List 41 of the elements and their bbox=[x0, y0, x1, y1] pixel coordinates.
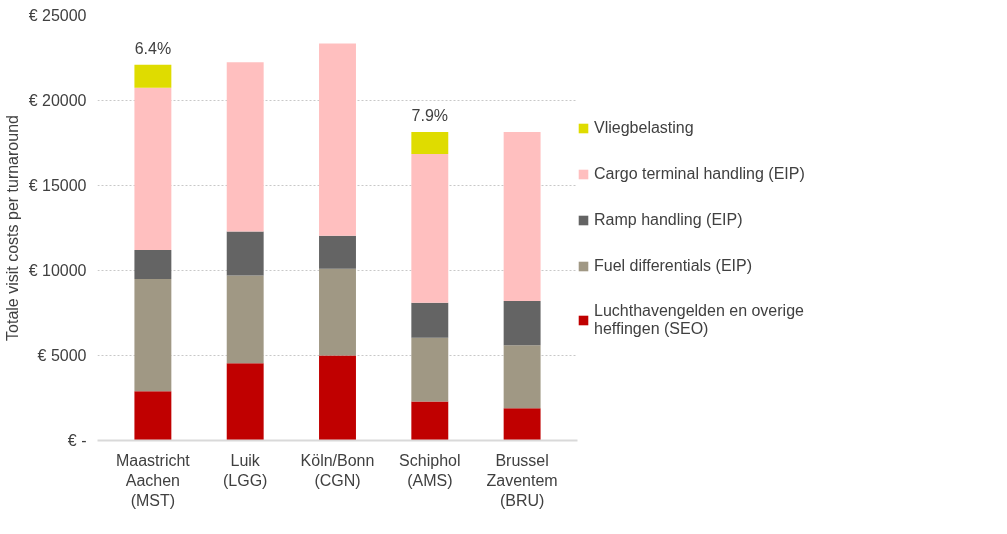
bar bbox=[226, 363, 264, 441]
bar bbox=[134, 64, 172, 88]
bar bbox=[226, 231, 264, 276]
bar bbox=[134, 87, 172, 251]
bar bbox=[503, 345, 541, 409]
bar bbox=[503, 408, 541, 441]
y-tick-label: € 20000 bbox=[28, 92, 87, 109]
bar bbox=[226, 275, 264, 364]
x-tick-label: Schiphol (AMS) bbox=[399, 451, 461, 489]
bar bbox=[134, 391, 172, 441]
bar bbox=[134, 250, 172, 279]
x-tick-label: Brussel Zaventem (BRU) bbox=[486, 451, 558, 510]
y-tick-label: € 10000 bbox=[28, 262, 87, 279]
bar bbox=[319, 268, 356, 356]
x-tick-label: Köln/Bonn (CGN) bbox=[300, 451, 375, 489]
bar bbox=[503, 301, 541, 346]
bar bbox=[411, 337, 449, 402]
x-tick-label: Maastricht Aachen (MST) bbox=[115, 451, 191, 510]
legend-label: Fuel differentials (EIP) bbox=[594, 255, 752, 276]
legend-label: Cargo terminal handling (EIP) bbox=[594, 163, 805, 184]
legend-label: Vliegbelasting bbox=[594, 117, 694, 138]
y-axis-title: Totale visit costs per turnaround bbox=[3, 115, 21, 341]
legend-label: Ramp handling (EIP) bbox=[594, 209, 743, 230]
bar bbox=[411, 131, 449, 155]
bar bbox=[226, 62, 264, 232]
legend-label: Luchthavengelden en overige heffingen (SEO) bbox=[594, 301, 804, 338]
bar bbox=[411, 154, 449, 303]
y-tick-label: € 25000 bbox=[28, 7, 87, 24]
bar bbox=[319, 355, 356, 441]
y-tick-label: € - bbox=[67, 432, 87, 449]
bar bbox=[319, 235, 356, 269]
y-tick-label: € 15000 bbox=[28, 177, 87, 194]
bar bbox=[411, 401, 449, 441]
bar bbox=[319, 43, 356, 236]
annotation: 6.4% bbox=[134, 39, 172, 57]
bar bbox=[134, 279, 172, 392]
x-tick-label: Luik (LGG) bbox=[222, 451, 268, 489]
bar bbox=[411, 302, 449, 338]
y-tick-label: € 5000 bbox=[37, 347, 87, 364]
annotation: 7.9% bbox=[411, 106, 449, 124]
bar bbox=[503, 131, 541, 302]
